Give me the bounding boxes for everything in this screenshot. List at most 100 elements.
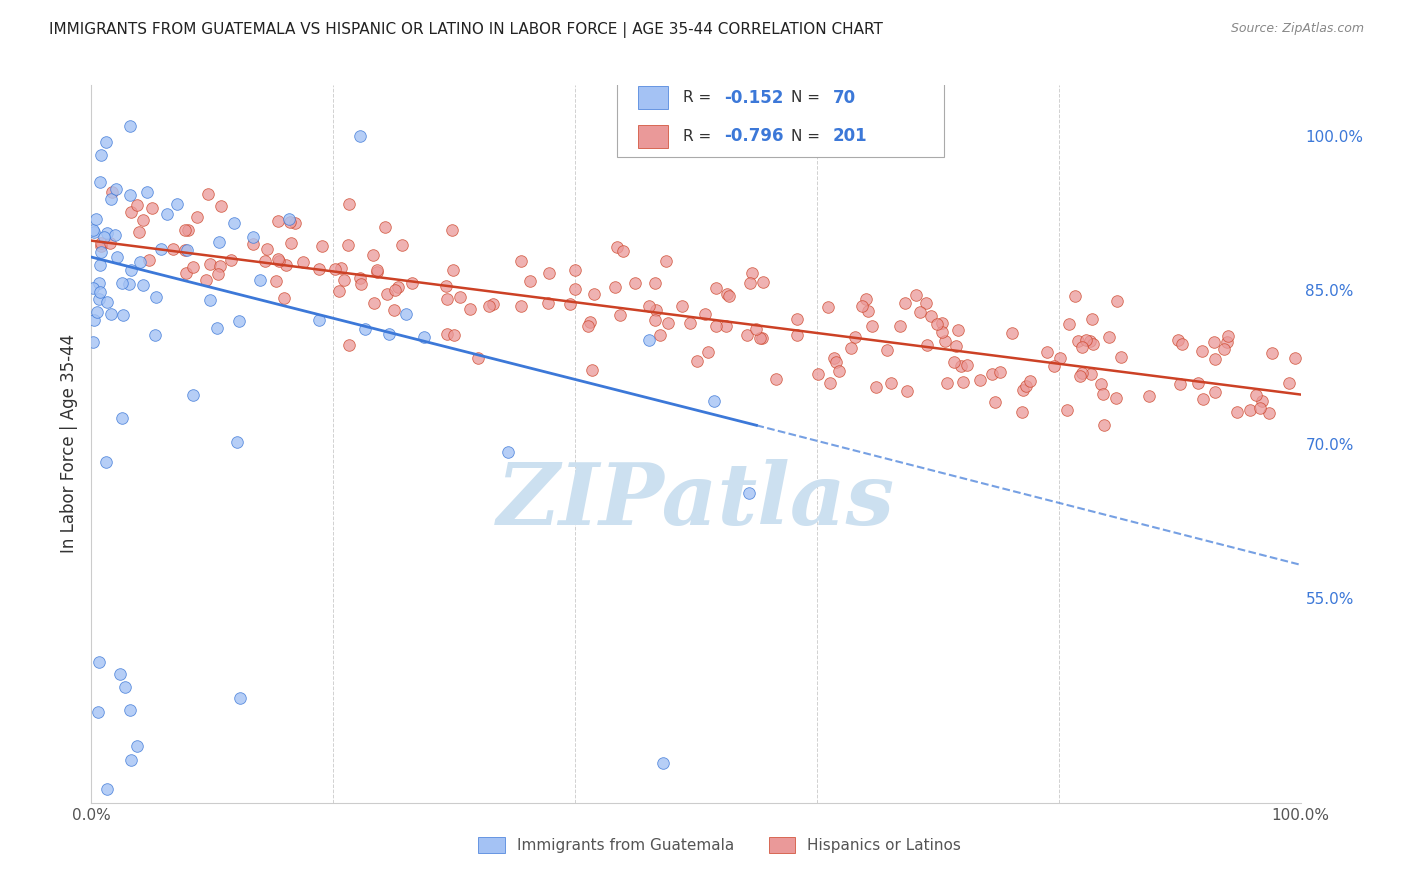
Point — [226, 434, 249, 449]
Point — [141, 201, 163, 215]
Point — [983, 395, 1005, 409]
Point — [1167, 333, 1189, 347]
Point — [1105, 391, 1128, 405]
Point — [582, 287, 605, 301]
Point — [931, 316, 953, 330]
Point — [222, 216, 245, 230]
Point — [581, 363, 603, 377]
Point — [908, 305, 931, 319]
Text: R =: R = — [683, 90, 716, 105]
Text: IMMIGRANTS FROM GUATEMALA VS HISPANIC OR LATINO IN LABOR FORCE | AGE 35-44 CORRE: IMMIGRANTS FROM GUATEMALA VS HISPANIC OR… — [49, 22, 883, 38]
Point — [120, 754, 142, 768]
Point — [751, 330, 773, 344]
Point — [378, 327, 401, 342]
Point — [100, 307, 122, 321]
Point — [374, 220, 396, 235]
Point — [120, 263, 142, 277]
Point — [855, 293, 877, 307]
Point — [1171, 337, 1194, 351]
Point — [128, 225, 150, 239]
Text: N =: N = — [792, 129, 825, 144]
Point — [943, 355, 966, 369]
Point — [606, 240, 628, 254]
Point — [387, 280, 409, 294]
Point — [363, 295, 385, 310]
Point — [98, 236, 121, 251]
Point — [1076, 333, 1098, 347]
Point — [637, 333, 659, 347]
Point — [880, 376, 903, 390]
Point — [860, 319, 883, 334]
Point — [1080, 367, 1102, 381]
Point — [219, 253, 242, 268]
Text: 70: 70 — [832, 88, 856, 107]
Point — [242, 237, 264, 252]
Point — [174, 244, 197, 258]
Point — [1216, 334, 1239, 349]
Point — [1090, 376, 1112, 391]
Point — [752, 276, 775, 290]
Point — [765, 372, 787, 386]
Point — [278, 215, 301, 229]
Point — [1239, 402, 1261, 417]
Point — [969, 373, 991, 387]
Point — [807, 367, 830, 381]
Point — [105, 250, 128, 264]
Point — [443, 328, 465, 343]
Point — [896, 384, 918, 399]
Point — [893, 296, 915, 310]
Text: ZIPatlas: ZIPatlas — [496, 459, 896, 543]
Point — [609, 308, 631, 322]
FancyBboxPatch shape — [769, 838, 796, 853]
FancyBboxPatch shape — [617, 67, 943, 157]
Point — [695, 307, 717, 321]
Point — [786, 312, 808, 326]
Point — [638, 299, 661, 313]
Text: R =: R = — [683, 129, 716, 144]
Point — [89, 285, 111, 299]
Point — [228, 690, 250, 705]
Point — [844, 330, 866, 344]
Point — [820, 376, 842, 391]
Point — [166, 196, 188, 211]
Point — [441, 263, 464, 277]
Point — [1249, 401, 1271, 415]
Point — [564, 263, 586, 277]
Point — [110, 667, 132, 681]
Point — [412, 329, 434, 343]
Point — [361, 247, 384, 261]
Point — [748, 331, 770, 345]
Point — [118, 277, 141, 291]
Point — [703, 394, 725, 409]
Point — [1107, 294, 1129, 309]
Point — [266, 214, 288, 228]
Point — [537, 266, 560, 280]
Point — [384, 283, 406, 297]
Point — [82, 335, 104, 350]
Point — [207, 267, 229, 281]
Point — [650, 327, 672, 342]
Point — [839, 341, 862, 355]
Point — [308, 313, 330, 327]
Point — [96, 294, 118, 309]
Point — [931, 325, 953, 339]
Point — [129, 255, 152, 269]
Point — [89, 235, 111, 250]
Point — [156, 207, 179, 221]
Point — [82, 223, 104, 237]
Point — [1226, 405, 1249, 419]
Point — [657, 316, 679, 330]
Point — [87, 655, 110, 669]
Point — [605, 280, 627, 294]
Point — [96, 781, 118, 796]
Point — [83, 225, 105, 239]
Point — [817, 300, 839, 314]
Point — [284, 216, 307, 230]
Point — [145, 289, 167, 303]
Point — [496, 445, 519, 459]
Point — [354, 322, 377, 336]
Point — [96, 226, 118, 240]
Point — [208, 235, 231, 250]
Point — [1015, 379, 1038, 393]
Point — [828, 364, 851, 378]
